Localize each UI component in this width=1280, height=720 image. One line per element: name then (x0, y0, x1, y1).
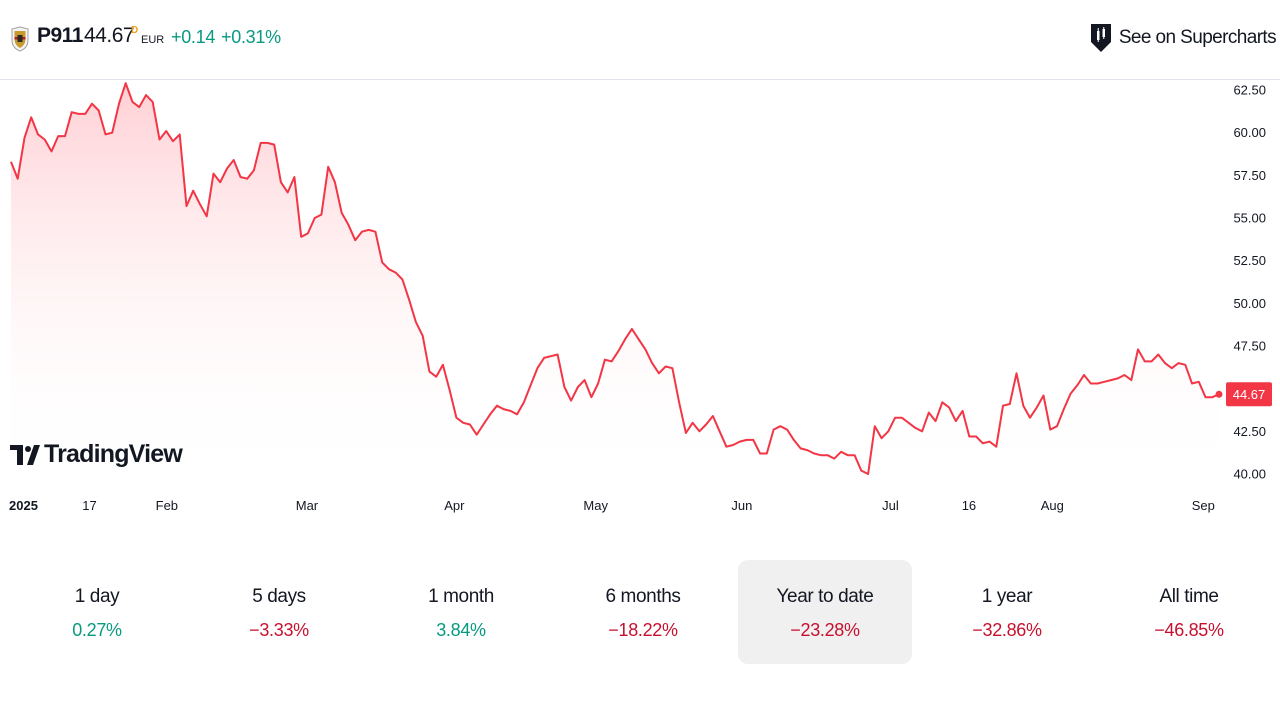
currency-label: EUR (141, 34, 165, 46)
last-price-label: 44.67 (1233, 387, 1266, 402)
last-price-marker: 44.67 (1226, 382, 1272, 407)
period-label: 1 year (981, 586, 1033, 607)
price-line (10, 82, 1220, 475)
time-axis-tick: Jun (731, 498, 752, 513)
change-percent: +0.31% (221, 27, 281, 47)
price-change: +0.14 +0.31% (171, 27, 287, 48)
time-axis-tick: 16 (962, 498, 976, 513)
period-change: −46.85% (1154, 620, 1224, 640)
period-label: 5 days (252, 586, 306, 607)
period-change: 3.84% (436, 620, 486, 640)
price-axis-tick: 50.00 (1233, 296, 1266, 311)
price-area-fill (11, 83, 1219, 481)
price-axis-tick: 60.00 (1233, 125, 1266, 140)
period-change: −23.28% (790, 620, 860, 640)
period-all-time[interactable]: All time −46.85% (1102, 560, 1276, 664)
see-on-supercharts-link[interactable]: See on Supercharts (1089, 22, 1277, 54)
period-1-day[interactable]: 1 day 0.27% (10, 560, 184, 664)
performance-periods: 1 day 0.27% 5 days −3.33% 1 month 3.84% … (0, 560, 1280, 664)
period-year-to-date[interactable]: Year to date −23.28% (738, 560, 912, 664)
supercharts-label: See on Supercharts (1118, 27, 1277, 48)
period-5-days[interactable]: 5 days −3.33% (192, 560, 366, 664)
period-1-year[interactable]: 1 year −32.86% (920, 560, 1094, 664)
time-axis-tick: Feb (156, 498, 178, 513)
change-absolute: +0.14 (171, 27, 216, 47)
time-axis-tick: Sep (1192, 498, 1215, 513)
time-axis-tick: Jul (882, 498, 899, 513)
price-chart[interactable]: 40.0042.5045.0047.5050.0052.5055.0057.50… (0, 81, 1280, 521)
price-axis-tick: 55.00 (1233, 211, 1266, 226)
price-axis-tick: 40.00 (1233, 467, 1266, 482)
period-label: 6 months (605, 586, 681, 607)
price-axis-tick: 42.50 (1233, 424, 1266, 439)
tradingview-logo[interactable]: TradingView (10, 440, 183, 469)
period-change: −18.22% (608, 620, 678, 640)
period-1-month[interactable]: 1 month 3.84% (374, 560, 548, 664)
porsche-crest-icon (11, 26, 29, 52)
time-axis: 2025 17 Feb Mar Apr May Jun Jul 16 Aug Sep (9, 498, 1215, 513)
time-axis-tick: Mar (296, 498, 319, 513)
supercharts-icon (1090, 24, 1111, 52)
ticker-symbol: P911 (37, 24, 83, 47)
last-price-dot (1215, 390, 1223, 398)
price-axis-tick: 52.50 (1233, 253, 1266, 268)
price-axis-tick: 57.50 (1233, 168, 1266, 183)
time-axis-tick: 17 (82, 498, 96, 513)
price-axis-tick: 47.50 (1233, 339, 1266, 354)
period-change: −3.33% (249, 620, 309, 640)
period-change: −32.86% (972, 620, 1042, 640)
time-axis-tick: May (583, 498, 608, 513)
period-6-months[interactable]: 6 months −18.22% (556, 560, 730, 664)
tradingview-wordmark: TradingView (44, 440, 183, 468)
period-label: 1 day (74, 586, 120, 607)
time-axis-tick: Apr (444, 498, 465, 513)
delayed-flag: D (131, 25, 139, 36)
period-change: 0.27% (72, 620, 122, 640)
period-label: All time (1159, 586, 1219, 607)
time-axis-tick: Aug (1041, 498, 1064, 513)
period-label: Year to date (776, 586, 874, 607)
period-label: 1 month (428, 586, 494, 607)
time-axis-tick: 2025 (9, 498, 38, 513)
tradingview-mark-icon (10, 444, 40, 465)
price-axis: 40.0042.5045.0047.5050.0052.5055.0057.50… (1233, 83, 1266, 482)
price-axis-tick: 62.50 (1233, 83, 1266, 98)
symbol-header: P911 44.67 D EUR +0.14 +0.31% See on Supe… (0, 0, 1280, 80)
last-price: 44.67 (84, 24, 135, 47)
